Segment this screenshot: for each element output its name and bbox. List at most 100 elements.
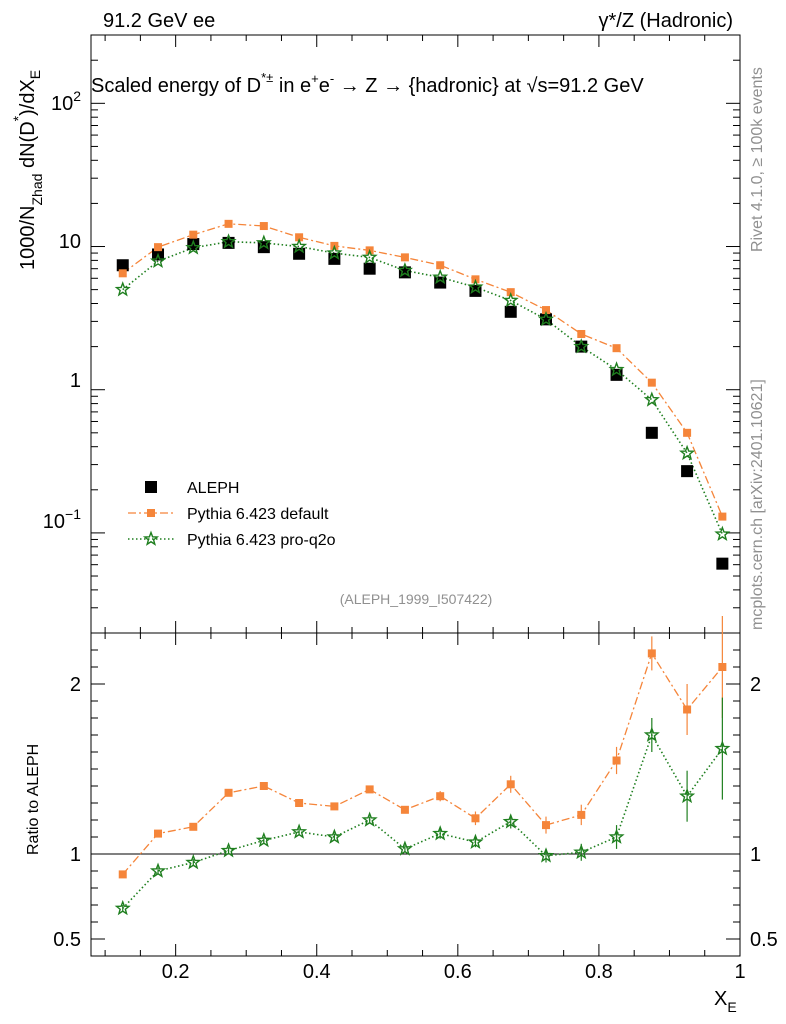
ratio-plot-frame bbox=[90, 632, 741, 957]
data-point-default bbox=[118, 269, 127, 278]
ratio-point-default bbox=[118, 870, 127, 879]
ratio-point-default bbox=[365, 785, 374, 794]
data-point-proq2o bbox=[608, 361, 625, 377]
ratio-y-axis-label: Ratio to ALEPH bbox=[25, 744, 42, 855]
data-point-proq2o bbox=[220, 233, 237, 249]
ratio-point-proq2o bbox=[432, 825, 449, 841]
data-point-default bbox=[718, 512, 727, 521]
data-point-default bbox=[295, 233, 304, 242]
ratio-point-proq2o bbox=[643, 726, 660, 742]
ratio-tick-label-left: 1 bbox=[70, 844, 81, 866]
ratio-tick-label-left: 2 bbox=[70, 674, 81, 696]
ratio-tick-label-right: 0.5 bbox=[750, 929, 778, 951]
data-point-proq2o bbox=[502, 291, 519, 308]
x-axis-label: XE bbox=[714, 988, 737, 1015]
ratio-point-proq2o bbox=[149, 862, 167, 878]
legend-label-proq2o: Pythia 6.423 pro-q2o bbox=[187, 532, 336, 549]
ratio-point-proq2o bbox=[114, 899, 131, 916]
ratio-point-proq2o bbox=[573, 843, 590, 860]
data-point-default bbox=[400, 253, 409, 262]
data-point-proq2o bbox=[255, 234, 272, 250]
x-tick-label: 1 bbox=[734, 961, 745, 983]
ratio-line-default bbox=[122, 651, 723, 875]
data-point-default bbox=[542, 306, 551, 315]
series-line-default bbox=[122, 223, 723, 517]
ratio-tick-labels: 0.5 0.5 1 1 2 2 bbox=[53, 674, 778, 951]
data-marks bbox=[114, 219, 731, 916]
data-point-proq2o bbox=[573, 338, 590, 354]
data-point-proq2o bbox=[432, 268, 449, 285]
data-point-proq2o bbox=[114, 281, 131, 297]
plot-title: Scaled energy of D*± in e+e- → Z → {hadr… bbox=[91, 70, 644, 97]
data-point-aleph bbox=[116, 259, 129, 272]
y-tick-label-1: 1 bbox=[70, 370, 81, 392]
ratio-point-default bbox=[577, 810, 586, 819]
axis-ticks bbox=[91, 34, 741, 956]
data-point-default bbox=[436, 261, 445, 270]
ratio-point-default bbox=[224, 788, 233, 797]
data-point-proq2o bbox=[537, 310, 555, 327]
ratio-tick-label-left: 0.5 bbox=[53, 929, 81, 951]
data-point-aleph bbox=[187, 238, 200, 251]
data-point-default bbox=[683, 428, 692, 437]
ratio-point-default bbox=[295, 799, 304, 807]
ratio-point-default bbox=[718, 663, 727, 671]
data-point-proq2o bbox=[679, 444, 696, 461]
ratio-tick-label-right: 1 bbox=[750, 844, 761, 866]
ratio-point-default bbox=[189, 822, 198, 831]
data-point-proq2o bbox=[643, 391, 660, 407]
legend-marker-default bbox=[147, 509, 155, 517]
ratio-point-default bbox=[400, 805, 409, 814]
y-tick-label-0.1: 10−1 bbox=[43, 506, 81, 533]
data-point-proq2o bbox=[714, 525, 731, 542]
ratio-point-proq2o bbox=[502, 813, 519, 829]
data-point-proq2o bbox=[149, 252, 167, 269]
legend: ALEPH Pythia 6.423 default Pythia 6.423 … bbox=[128, 480, 336, 549]
ratio-point-proq2o bbox=[220, 842, 237, 858]
ratio-point-proq2o bbox=[679, 787, 696, 804]
x-tick-label: 0.2 bbox=[162, 961, 190, 983]
series-lines bbox=[122, 223, 724, 909]
data-point-proq2o bbox=[467, 278, 484, 295]
data-point-default bbox=[612, 344, 621, 353]
ratio-point-default bbox=[683, 705, 692, 714]
rivet-version-label: Rivet 4.1.0, ≥ 100k events bbox=[749, 67, 766, 252]
ratio-point-proq2o bbox=[714, 740, 731, 756]
ratio-point-proq2o bbox=[537, 847, 555, 863]
x-tick-label: 0.8 bbox=[585, 961, 613, 983]
data-point-proq2o bbox=[291, 238, 308, 254]
data-point-aleph bbox=[716, 557, 729, 570]
data-point-proq2o bbox=[326, 244, 343, 260]
ratio-point-default bbox=[330, 802, 339, 811]
x-tick-label: 0.6 bbox=[444, 961, 472, 983]
ratio-point-default bbox=[436, 792, 445, 801]
header-right: γ*/Z (Hadronic) bbox=[599, 10, 733, 32]
legend-label-default: Pythia 6.423 default bbox=[187, 506, 329, 523]
ratio-point-default bbox=[542, 821, 551, 830]
y-axis-label: 1000/NZhad dN(D*)/dXE bbox=[10, 70, 45, 270]
data-point-default bbox=[647, 378, 656, 387]
data-point-aleph bbox=[504, 305, 517, 318]
ratio-point-proq2o bbox=[185, 854, 202, 870]
data-point-default bbox=[259, 222, 268, 231]
analysis-tag: (ALEPH_1999_I507422) bbox=[340, 591, 493, 607]
y-tick-label-100: 102 bbox=[51, 88, 81, 115]
data-point-proq2o bbox=[396, 262, 413, 278]
data-point-aleph bbox=[363, 262, 376, 275]
ratio-point-default bbox=[471, 814, 480, 823]
ratio-point-default bbox=[506, 780, 515, 789]
ratio-point-default bbox=[612, 756, 621, 765]
header-left: 91.2 GeV ee bbox=[103, 10, 215, 32]
ratio-point-proq2o bbox=[361, 811, 378, 827]
data-point-aleph bbox=[681, 465, 694, 478]
ratio-line-proq2o bbox=[122, 733, 724, 909]
data-point-proq2o bbox=[361, 248, 378, 265]
data-point-default bbox=[154, 243, 163, 252]
y-tick-label-10: 10 bbox=[59, 231, 81, 253]
ratio-point-proq2o bbox=[396, 840, 414, 856]
ratio-tick-label-right: 2 bbox=[750, 674, 761, 696]
data-point-default bbox=[577, 329, 586, 338]
ratio-point-default bbox=[647, 649, 656, 658]
data-point-default bbox=[189, 230, 198, 239]
